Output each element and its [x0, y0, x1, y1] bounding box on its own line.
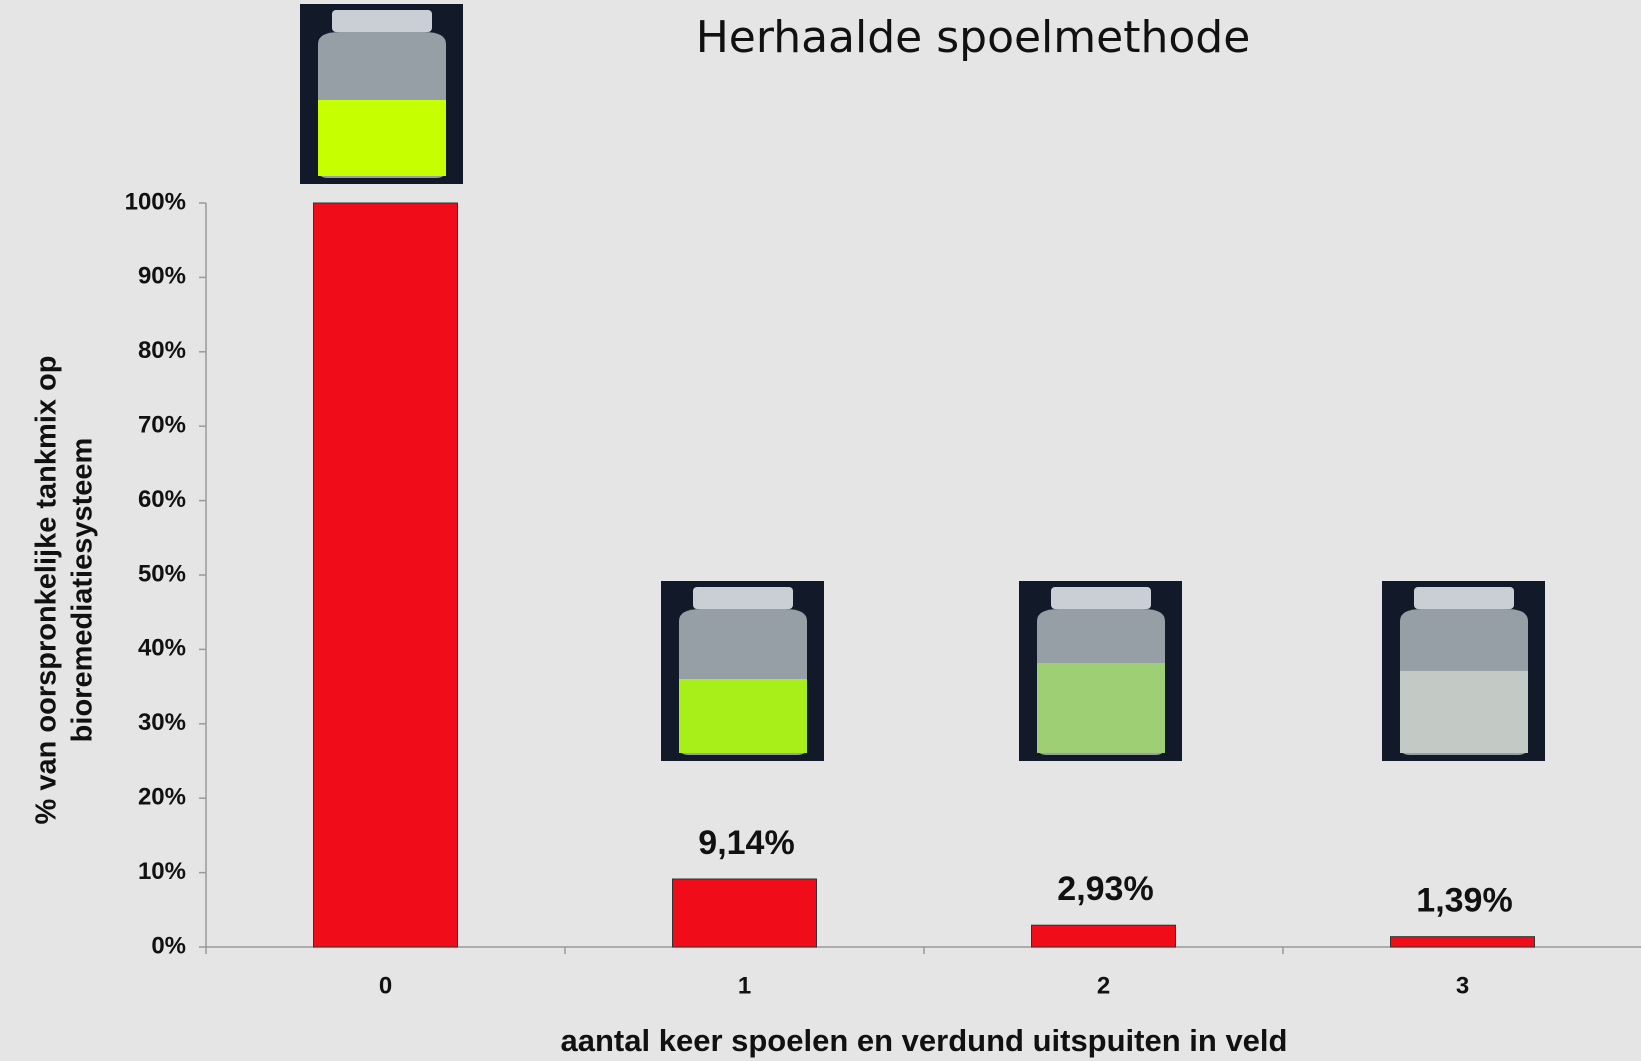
x-axis-title: aantal keer spoelen en verdund uitspuite… — [561, 1023, 1288, 1058]
bar — [673, 879, 817, 947]
chart-title: Herhaalde spoelmethode — [696, 12, 1251, 63]
jar-photo — [1382, 581, 1545, 761]
y-tick-label: 80% — [138, 337, 186, 364]
y-tick-label: 70% — [138, 412, 186, 439]
bar — [1391, 937, 1535, 947]
x-tick-label: 2 — [1097, 972, 1110, 999]
x-tick-label: 0 — [379, 972, 392, 999]
jar-photo — [1019, 581, 1182, 761]
x-tick-label: 3 — [1456, 972, 1469, 999]
jar-photo — [300, 4, 463, 184]
bar — [1032, 925, 1176, 947]
y-tick-label: 50% — [138, 560, 186, 587]
y-tick-label: 10% — [138, 858, 186, 885]
y-tick-label: 40% — [138, 635, 186, 662]
value-label: 1,39% — [1416, 882, 1512, 920]
y-tick-label: 60% — [138, 486, 186, 513]
background — [0, 0, 1641, 1061]
y-axis-title-line: bioremediatiesysteem — [67, 438, 99, 743]
y-axis-title-line: % van oorspronkelijke tankmix op — [31, 356, 63, 825]
y-tick-label: 90% — [138, 263, 186, 290]
y-tick-label: 20% — [138, 784, 186, 811]
y-tick-label: 30% — [138, 709, 186, 736]
chart: Herhaalde spoelmethode % van oorspronkel… — [0, 0, 1641, 1061]
y-tick-label: 0% — [151, 932, 186, 959]
value-label: 9,14% — [698, 824, 794, 862]
x-tick-label: 1 — [738, 972, 751, 999]
bar — [314, 203, 458, 947]
y-tick-label: 100% — [125, 188, 186, 215]
page: Herhaalde spoelmethode % van oorspronkel… — [0, 0, 1641, 1061]
value-label: 2,93% — [1057, 870, 1153, 908]
jar-photo — [661, 581, 824, 761]
